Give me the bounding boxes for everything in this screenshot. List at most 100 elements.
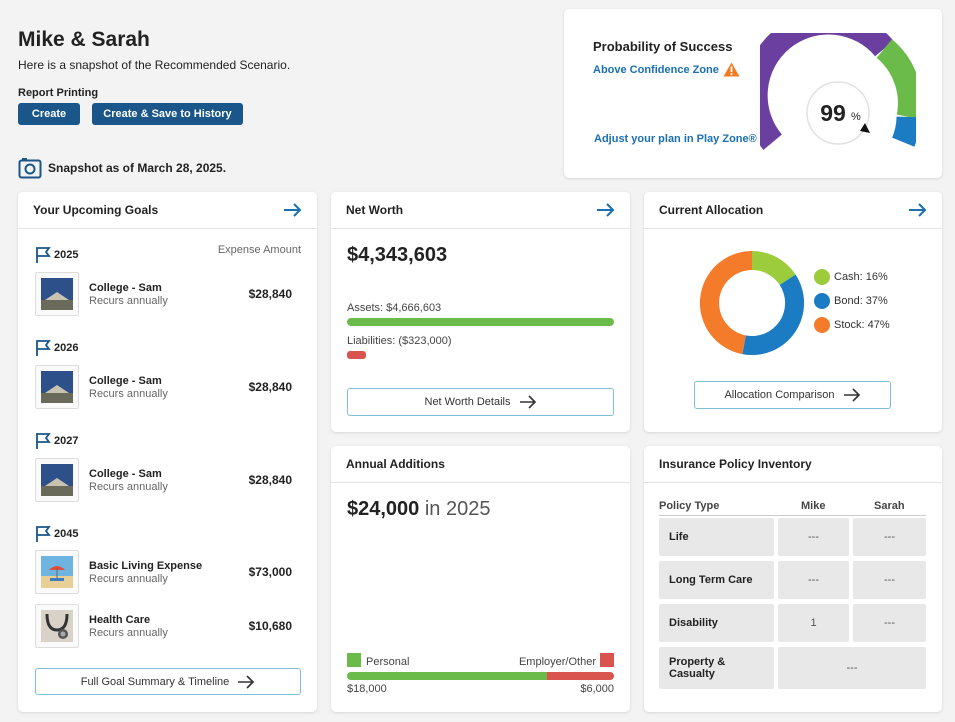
insurance-title: Insurance Policy Inventory	[659, 457, 812, 471]
legend-cash-label: Cash: 16%	[834, 271, 888, 283]
policy-mike-cell: 1	[778, 604, 849, 642]
policy-sarah-cell: ---	[853, 604, 926, 642]
goal-amount: $10,680	[248, 619, 292, 633]
goal-item[interactable]: Basic Living Expense Recurs annually $73,…	[35, 549, 292, 595]
legend-cash: Cash: 16%	[814, 269, 888, 285]
goal-amount: $73,000	[248, 565, 292, 579]
goals-arrow-icon[interactable]	[283, 202, 303, 218]
annual-additions-title: Annual Additions	[346, 457, 445, 471]
goal-year: 2026	[35, 339, 78, 357]
employer-label: Employer/Other	[518, 656, 596, 668]
policy-mike-cell: ---	[778, 561, 849, 599]
goal-year: 2027	[35, 432, 78, 450]
allocation-comparison-button[interactable]: Allocation Comparison	[694, 381, 891, 409]
flag-icon	[36, 433, 51, 449]
page-subtitle: Here is a snapshot of the Recommended Sc…	[18, 58, 291, 72]
employer-swatch	[600, 653, 614, 667]
flag-icon	[36, 526, 51, 542]
legend-stock-label: Stock: 47%	[834, 319, 890, 331]
camera-icon	[18, 158, 42, 179]
goal-item[interactable]: College - Sam Recurs annually $28,840	[35, 457, 292, 503]
goal-recurrence: Recurs annually	[89, 387, 168, 400]
net-worth-details-label: Net Worth Details	[424, 396, 511, 408]
personal-swatch	[347, 653, 361, 667]
warning-icon	[723, 62, 740, 77]
arrow-right-icon	[843, 388, 860, 402]
goal-item[interactable]: College - Sam Recurs annually $28,840	[35, 364, 292, 410]
report-printing-label: Report Printing	[18, 87, 99, 99]
annual-additions-amount: $24,000	[347, 498, 420, 520]
legend-stock: Stock: 47%	[814, 317, 890, 333]
goal-year-text: 2045	[54, 528, 79, 540]
snapshot-text: Snapshot as of March 28, 2025.	[48, 161, 227, 175]
create-button[interactable]: Create	[18, 103, 80, 125]
policy-joint-cell: ---	[778, 647, 926, 689]
goals-title: Your Upcoming Goals	[33, 203, 159, 217]
policy-sarah-cell: ---	[853, 561, 926, 599]
net-worth-details-button[interactable]: Net Worth Details	[347, 388, 614, 416]
confidence-zone-text[interactable]: Above Confidence Zone	[593, 63, 719, 76]
policy-type-cell: Long Term Care	[659, 561, 774, 599]
goal-recurrence: Recurs annually	[89, 480, 168, 493]
graduation-photo-icon	[35, 458, 79, 502]
net-worth-title: Net Worth	[346, 203, 404, 217]
arrow-right-icon	[238, 674, 255, 689]
play-zone-link[interactable]: Adjust your plan in Play Zone®	[594, 133, 757, 145]
goal-year-text: 2025	[54, 249, 79, 261]
liabilities-bar	[347, 351, 366, 359]
goal-year: 2025	[35, 246, 78, 264]
page-title: Mike & Sarah	[18, 28, 150, 51]
goal-amount: $28,840	[248, 287, 292, 301]
stethoscope-photo-icon	[35, 604, 79, 648]
allocation-donut	[699, 250, 805, 356]
goal-item[interactable]: College - Sam Recurs annually $28,840	[35, 271, 292, 317]
graduation-photo-icon	[35, 365, 79, 409]
flag-icon	[36, 340, 51, 356]
net-worth-arrow-icon[interactable]	[596, 202, 616, 218]
employer-amount: $6,000	[580, 683, 614, 695]
upcoming-goals-card: Your Upcoming Goals Expense Amount 2025 …	[18, 192, 317, 712]
allocation-arrow-icon[interactable]	[908, 202, 928, 218]
beach-photo-icon	[35, 550, 79, 594]
goals-card-header: Your Upcoming Goals	[18, 192, 317, 229]
probability-value: 99	[820, 100, 846, 126]
annual-additions-card: Annual Additions $24,000 in 2025 Persona…	[331, 446, 630, 712]
annual-additions-header: Annual Additions	[331, 446, 630, 483]
policy-type-cell: Property & Casualty	[659, 647, 774, 689]
personal-label: Personal	[366, 656, 410, 668]
goal-name: Basic Living Expense	[89, 559, 203, 572]
create-save-history-button[interactable]: Create & Save to History	[92, 103, 243, 125]
allocation-card-header: Current Allocation	[644, 192, 942, 229]
probability-gauge: 99 %	[760, 33, 916, 150]
arrow-right-icon	[519, 395, 536, 409]
goal-year-text: 2027	[54, 435, 79, 447]
allocation-comparison-label: Allocation Comparison	[724, 389, 835, 401]
goal-name: Health Care	[89, 613, 151, 626]
goal-name: College - Sam	[89, 281, 162, 294]
additions-bar	[347, 672, 614, 680]
flag-icon	[36, 247, 51, 263]
table-divider	[659, 515, 926, 516]
snapshot-date: Snapshot as of March 28, 2025.	[18, 157, 226, 179]
net-worth-card: Net Worth $4,343,603 Assets: $4,666,603 …	[331, 192, 630, 432]
goal-item[interactable]: Health Care Recurs annually $10,680	[35, 603, 292, 649]
stock-dot	[814, 317, 830, 333]
legend-bond-label: Bond: 37%	[834, 295, 888, 307]
employer-bar-segment	[547, 672, 614, 680]
graduation-photo-icon	[35, 272, 79, 316]
legend-bond: Bond: 37%	[814, 293, 888, 309]
probability-title: Probability of Success	[593, 39, 733, 54]
personal-bar-segment	[347, 672, 548, 680]
policy-sarah-cell: ---	[853, 518, 926, 556]
insurance-card-header: Insurance Policy Inventory	[644, 446, 942, 483]
annual-additions-value: $24,000 in 2025	[347, 498, 490, 521]
insurance-card: Insurance Policy Inventory Policy Type M…	[644, 446, 942, 712]
confidence-zone-link[interactable]: Above Confidence Zone	[593, 62, 740, 77]
goal-recurrence: Recurs annually	[89, 294, 168, 307]
cash-dot	[814, 269, 830, 285]
assets-label: Assets: $4,666,603	[347, 302, 442, 314]
col-sarah: Sarah	[874, 500, 905, 512]
full-goal-summary-button[interactable]: Full Goal Summary & Timeline	[35, 668, 301, 695]
goal-amount: $28,840	[248, 380, 292, 394]
net-worth-card-header: Net Worth	[331, 192, 630, 229]
